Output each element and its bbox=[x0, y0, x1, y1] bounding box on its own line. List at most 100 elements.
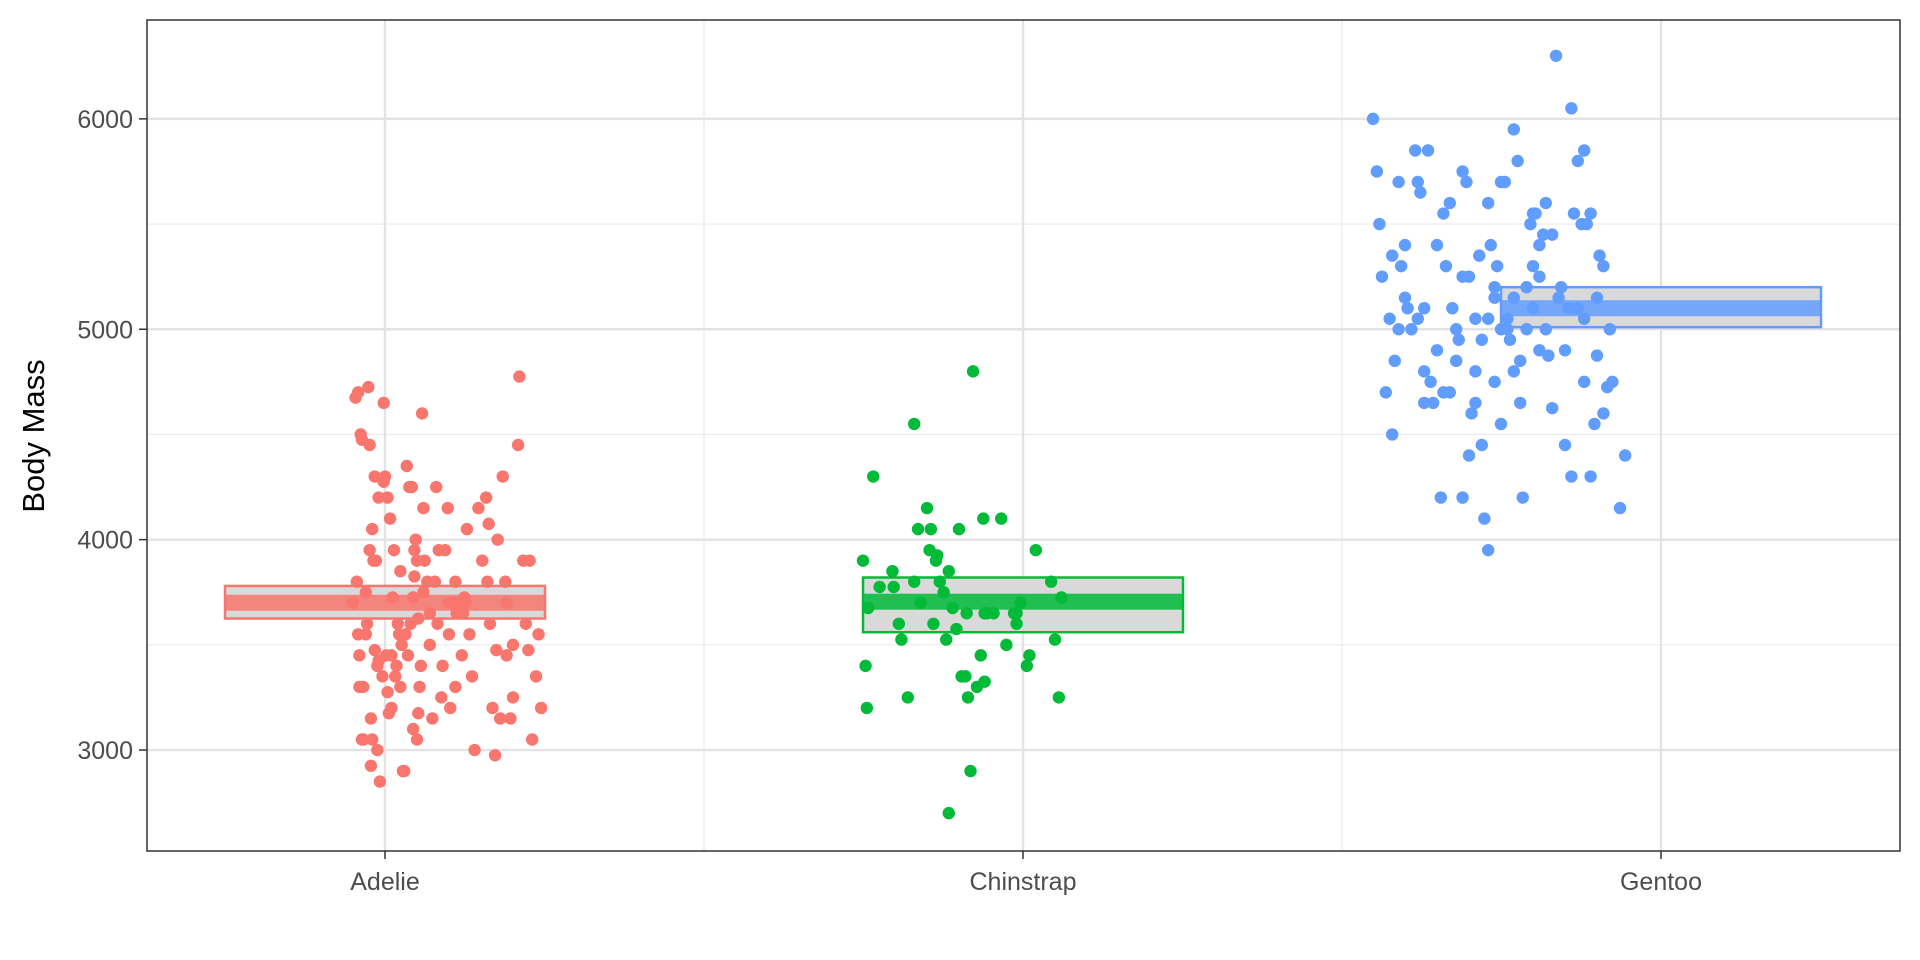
point-adelie bbox=[463, 628, 476, 641]
point-adelie bbox=[366, 733, 379, 746]
point-adelie bbox=[532, 628, 545, 641]
point-adelie bbox=[449, 680, 462, 694]
point-gentoo bbox=[1565, 470, 1578, 483]
point-gentoo bbox=[1443, 196, 1457, 210]
point-adelie bbox=[472, 501, 485, 515]
point-gentoo bbox=[1411, 312, 1425, 325]
point-adelie bbox=[395, 638, 408, 652]
point-adelie bbox=[500, 649, 513, 662]
point-chinstrap bbox=[933, 575, 946, 588]
point-gentoo bbox=[1558, 438, 1572, 452]
point-chinstrap bbox=[892, 617, 906, 630]
point-gentoo bbox=[1539, 196, 1553, 210]
point-adelie bbox=[350, 575, 364, 588]
point-gentoo bbox=[1501, 312, 1514, 325]
point-gentoo bbox=[1398, 238, 1412, 252]
point-gentoo bbox=[1488, 280, 1501, 294]
point-chinstrap bbox=[959, 670, 972, 683]
point-gentoo bbox=[1424, 375, 1437, 389]
point-adelie bbox=[406, 722, 420, 736]
point-chinstrap bbox=[942, 806, 955, 820]
point-adelie bbox=[414, 659, 428, 673]
point-adelie bbox=[428, 575, 442, 588]
point-chinstrap bbox=[960, 607, 973, 620]
point-gentoo bbox=[1539, 323, 1553, 336]
point-chinstrap bbox=[1055, 591, 1068, 604]
point-gentoo bbox=[1426, 396, 1440, 410]
series-adelie bbox=[223, 370, 548, 788]
point-gentoo bbox=[1584, 470, 1597, 483]
point-chinstrap bbox=[911, 522, 925, 536]
point-gentoo bbox=[1482, 196, 1495, 210]
point-adelie bbox=[513, 370, 526, 383]
point-gentoo bbox=[1469, 396, 1482, 410]
point-adelie bbox=[465, 670, 479, 683]
point-adelie bbox=[499, 575, 512, 588]
point-adelie bbox=[364, 759, 378, 772]
point-adelie bbox=[491, 533, 504, 546]
point-chinstrap bbox=[856, 554, 870, 567]
x-tick-label-gentoo: Gentoo bbox=[1620, 868, 1702, 896]
point-chinstrap bbox=[927, 617, 940, 630]
point-gentoo bbox=[1516, 491, 1529, 504]
y-axis: 3000 4000 5000 6000 bbox=[77, 106, 147, 765]
point-chinstrap bbox=[1010, 617, 1023, 630]
series-gentoo bbox=[1366, 49, 1823, 557]
point-gentoo bbox=[1388, 354, 1401, 368]
point-adelie bbox=[401, 649, 415, 662]
point-adelie bbox=[368, 470, 381, 483]
point-gentoo bbox=[1549, 49, 1563, 62]
point-adelie bbox=[363, 438, 376, 452]
point-chinstrap bbox=[1014, 596, 1027, 609]
point-adelie bbox=[378, 470, 392, 483]
point-adelie bbox=[479, 491, 493, 504]
point-gentoo bbox=[1452, 333, 1465, 346]
point-chinstrap bbox=[924, 522, 938, 536]
point-gentoo bbox=[1494, 417, 1508, 431]
point-adelie bbox=[417, 501, 430, 515]
point-adelie bbox=[405, 480, 419, 494]
point-adelie bbox=[394, 680, 407, 694]
point-chinstrap bbox=[914, 596, 927, 609]
point-chinstrap bbox=[859, 659, 872, 673]
point-adelie bbox=[488, 749, 502, 762]
point-gentoo bbox=[1606, 375, 1619, 389]
point-adelie bbox=[385, 701, 398, 715]
point-gentoo bbox=[1507, 365, 1521, 378]
point-chinstrap bbox=[908, 417, 921, 431]
point-gentoo bbox=[1411, 175, 1425, 189]
point-gentoo bbox=[1437, 207, 1450, 220]
point-adelie bbox=[362, 380, 375, 394]
y-tick-label: 3000 bbox=[77, 737, 133, 765]
point-chinstrap bbox=[901, 691, 914, 704]
x-tick-label-chinstrap: Chinstrap bbox=[970, 868, 1077, 896]
point-adelie bbox=[442, 596, 456, 609]
point-gentoo bbox=[1578, 312, 1591, 325]
point-adelie bbox=[351, 386, 365, 399]
point-gentoo bbox=[1546, 401, 1559, 415]
point-gentoo bbox=[1503, 333, 1517, 346]
point-adelie bbox=[455, 649, 468, 662]
point-adelie bbox=[398, 764, 411, 778]
point-chinstrap bbox=[964, 764, 977, 778]
point-gentoo bbox=[1514, 396, 1527, 410]
point-gentoo bbox=[1507, 291, 1521, 304]
point-adelie bbox=[363, 543, 376, 557]
point-gentoo bbox=[1478, 512, 1491, 525]
point-chinstrap bbox=[940, 633, 953, 646]
y-axis-title: Body Mass bbox=[16, 359, 51, 512]
point-gentoo bbox=[1590, 291, 1604, 304]
point-gentoo bbox=[1401, 302, 1414, 315]
point-adelie bbox=[460, 522, 474, 536]
point-gentoo bbox=[1465, 407, 1478, 420]
point-gentoo bbox=[1524, 217, 1537, 231]
point-gentoo bbox=[1507, 123, 1521, 136]
point-gentoo bbox=[1386, 428, 1399, 441]
point-chinstrap bbox=[873, 580, 886, 594]
point-adelie bbox=[468, 743, 481, 757]
point-adelie bbox=[441, 501, 454, 515]
point-chinstrap bbox=[908, 575, 921, 588]
point-gentoo bbox=[1552, 291, 1565, 304]
point-gentoo bbox=[1533, 238, 1546, 252]
